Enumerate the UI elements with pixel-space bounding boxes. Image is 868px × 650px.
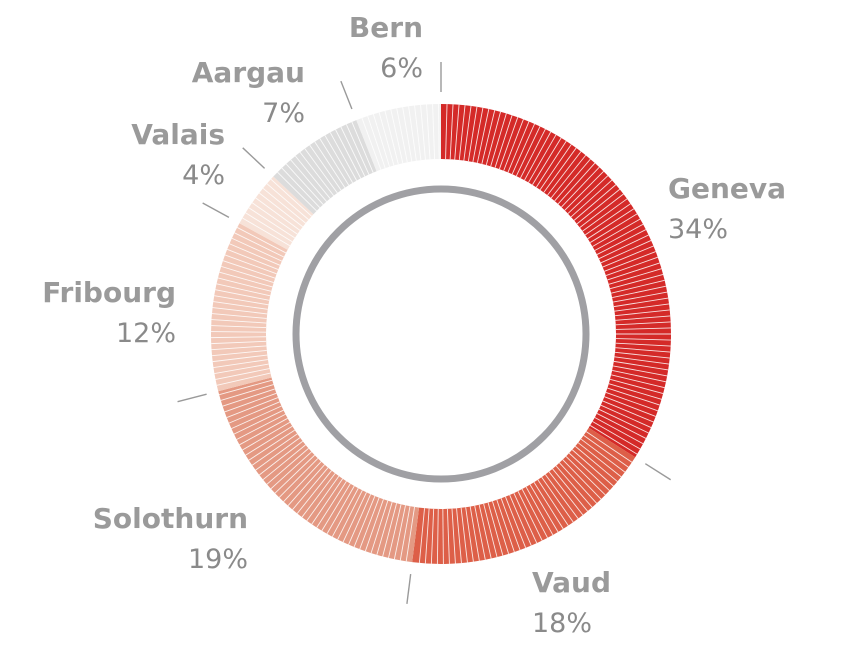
slice-texture-geneva [445, 104, 671, 455]
value-aargau: 7% [262, 98, 305, 129]
inner-ring [292, 185, 590, 483]
slice-texture-fribourg [211, 227, 287, 386]
label-fribourg: Fribourg [42, 276, 176, 309]
label-aargau: Aargau [192, 56, 305, 89]
slice-texture-valais [242, 178, 312, 247]
label-solothurn: Solothurn [93, 502, 248, 535]
slices [211, 104, 671, 564]
label-valais: Valais [131, 118, 225, 151]
value-bern: 6% [380, 53, 423, 84]
leader-line-bern [340, 80, 353, 110]
leader-lines [177, 62, 672, 604]
slice-texture-aargau [277, 121, 374, 212]
slice-solothurn [218, 377, 420, 563]
labels: Geneva 34% Vaud 18% Solothurn 19% Fribourg 12% V… [42, 11, 786, 639]
value-solothurn: 19% [188, 544, 248, 575]
value-fribourg: 12% [116, 318, 176, 349]
slice-fribourg [211, 223, 288, 392]
slice-texture-vaud [418, 431, 633, 564]
slice-geneva [441, 104, 671, 458]
label-vaud: Vaud [532, 566, 611, 599]
slice-texture-solothurn [219, 379, 415, 562]
label-bern: Bern [349, 11, 423, 44]
leader-line-vaud [644, 463, 672, 481]
leader-line-aargau [242, 147, 266, 169]
slice-vaud [412, 427, 636, 564]
leader-line-solothurn [406, 574, 412, 604]
slice-texture-bern [361, 104, 440, 170]
value-valais: 4% [182, 160, 225, 191]
value-geneva: 34% [668, 214, 728, 245]
leader-line-fribourg [177, 393, 207, 403]
value-vaud: 18% [532, 608, 592, 639]
label-geneva: Geneva [668, 172, 786, 205]
leader-line-valais [202, 202, 230, 219]
